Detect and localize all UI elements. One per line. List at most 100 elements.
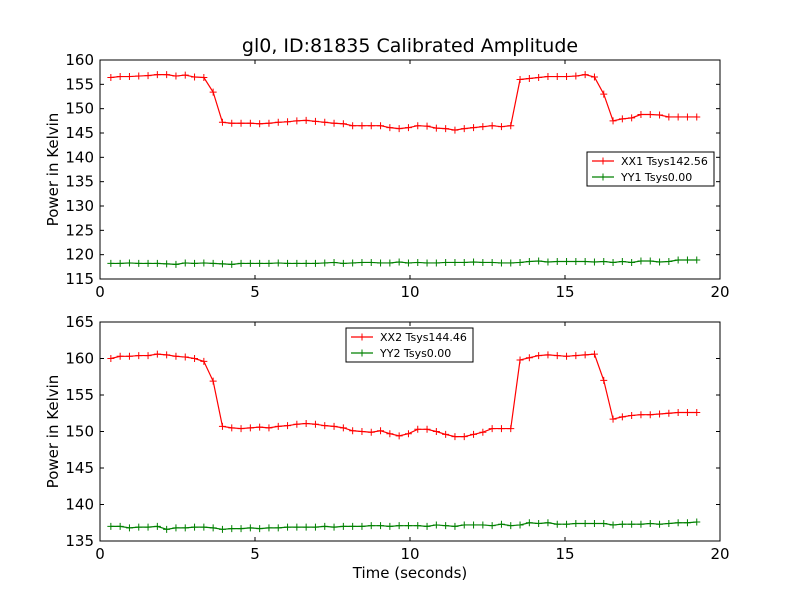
data-point-marker: [330, 422, 338, 430]
data-point-marker: [116, 73, 124, 81]
data-point-marker: [451, 433, 459, 441]
data-point-marker: [191, 259, 199, 267]
data-point-marker: [107, 259, 115, 267]
data-point-marker: [628, 114, 636, 122]
data-point-marker: [414, 122, 422, 130]
data-point-marker: [609, 258, 617, 266]
data-point-marker: [228, 424, 236, 432]
data-point-marker: [683, 409, 691, 417]
data-point-marker: [544, 351, 552, 359]
data-point-marker: [563, 520, 571, 528]
data-point-marker: [107, 355, 115, 362]
data-point-marker: [395, 125, 403, 133]
data-point-marker: [535, 257, 543, 265]
data-point-marker: [367, 522, 375, 530]
data-point-marker: [423, 259, 431, 267]
data-point-marker: [125, 259, 133, 267]
data-point-marker: [330, 258, 338, 266]
data-point-marker: [181, 71, 189, 79]
data-point-marker: [116, 259, 124, 267]
data-point-marker: [163, 260, 171, 268]
data-point-marker: [479, 428, 487, 436]
y-tick-label: 120: [65, 246, 94, 264]
data-point-marker: [488, 122, 496, 130]
data-point-marker: [404, 430, 412, 438]
data-point-marker: [367, 122, 375, 130]
data-point-marker: [516, 356, 524, 364]
data-point-marker: [600, 376, 608, 384]
data-point-marker: [516, 75, 524, 83]
data-point-marker: [191, 355, 199, 362]
chart-title: gl0, ID:81835 Calibrated Amplitude: [242, 35, 578, 57]
data-point-marker: [172, 524, 180, 532]
data-point-marker: [414, 425, 422, 433]
data-point-marker: [256, 423, 264, 431]
data-point-marker: [144, 259, 152, 267]
data-point-marker: [284, 422, 292, 430]
data-point-marker: [311, 117, 319, 125]
legend-entry-label: YY1 Tsys0.00: [620, 171, 692, 184]
x-tick-label: 5: [250, 283, 260, 301]
data-point-marker: [563, 73, 571, 81]
y-tick-label: 160: [65, 350, 94, 368]
data-point-marker: [302, 116, 310, 124]
data-point-marker: [572, 257, 580, 265]
data-point-marker: [581, 519, 589, 527]
data-point-marker: [265, 259, 273, 267]
data-point-marker: [683, 113, 691, 121]
data-point-marker: [339, 120, 347, 128]
data-point-marker: [246, 259, 254, 267]
data-point-marker: [497, 520, 505, 528]
data-point-marker: [302, 419, 310, 427]
data-point-marker: [665, 257, 673, 265]
data-point-marker: [349, 522, 357, 530]
series-line: [110, 259, 697, 266]
data-point-marker: [358, 522, 366, 530]
data-point-marker: [442, 522, 450, 530]
data-point-marker: [637, 111, 645, 119]
data-point-marker: [209, 377, 217, 385]
data-point-marker: [265, 524, 273, 532]
data-point-marker: [237, 525, 245, 533]
data-point-marker: [386, 430, 394, 438]
data-point-marker: [367, 258, 375, 266]
legend-box: [586, 151, 715, 187]
data-point-marker: [163, 71, 171, 79]
data-point-marker: [656, 520, 664, 528]
series-1-1: [107, 71, 701, 134]
data-point-marker: [628, 520, 636, 528]
legend-swatch-marker: [599, 157, 607, 165]
data-point-marker: [628, 411, 636, 419]
data-point-marker: [339, 522, 347, 530]
data-point-marker: [683, 256, 691, 264]
data-point-marker: [507, 259, 515, 267]
data-point-marker: [172, 260, 180, 268]
data-point-marker: [525, 519, 533, 527]
data-point-marker: [507, 425, 515, 433]
data-point-marker: [144, 352, 152, 360]
data-point-marker: [265, 424, 273, 432]
series-line: [110, 521, 697, 530]
data-point-marker: [432, 259, 440, 267]
data-point-marker: [646, 111, 654, 119]
data-point-marker: [237, 425, 245, 433]
data-point-marker: [665, 519, 673, 527]
data-point-marker: [693, 113, 701, 121]
data-point-marker: [200, 259, 208, 267]
legend-box: [345, 327, 474, 363]
data-point-marker: [330, 523, 338, 531]
data-point-marker: [544, 73, 552, 81]
data-point-marker: [590, 519, 598, 527]
data-point-marker: [656, 410, 664, 418]
data-point-marker: [135, 259, 143, 267]
data-point-marker: [274, 118, 282, 126]
data-point-marker: [395, 522, 403, 530]
data-point-marker: [218, 525, 226, 533]
data-point-marker: [321, 422, 329, 430]
data-point-marker: [414, 522, 422, 530]
data-point-marker: [460, 521, 468, 529]
series-2-1: [107, 350, 701, 441]
data-point-marker: [116, 522, 124, 530]
y-tick-label: 150: [65, 423, 94, 441]
